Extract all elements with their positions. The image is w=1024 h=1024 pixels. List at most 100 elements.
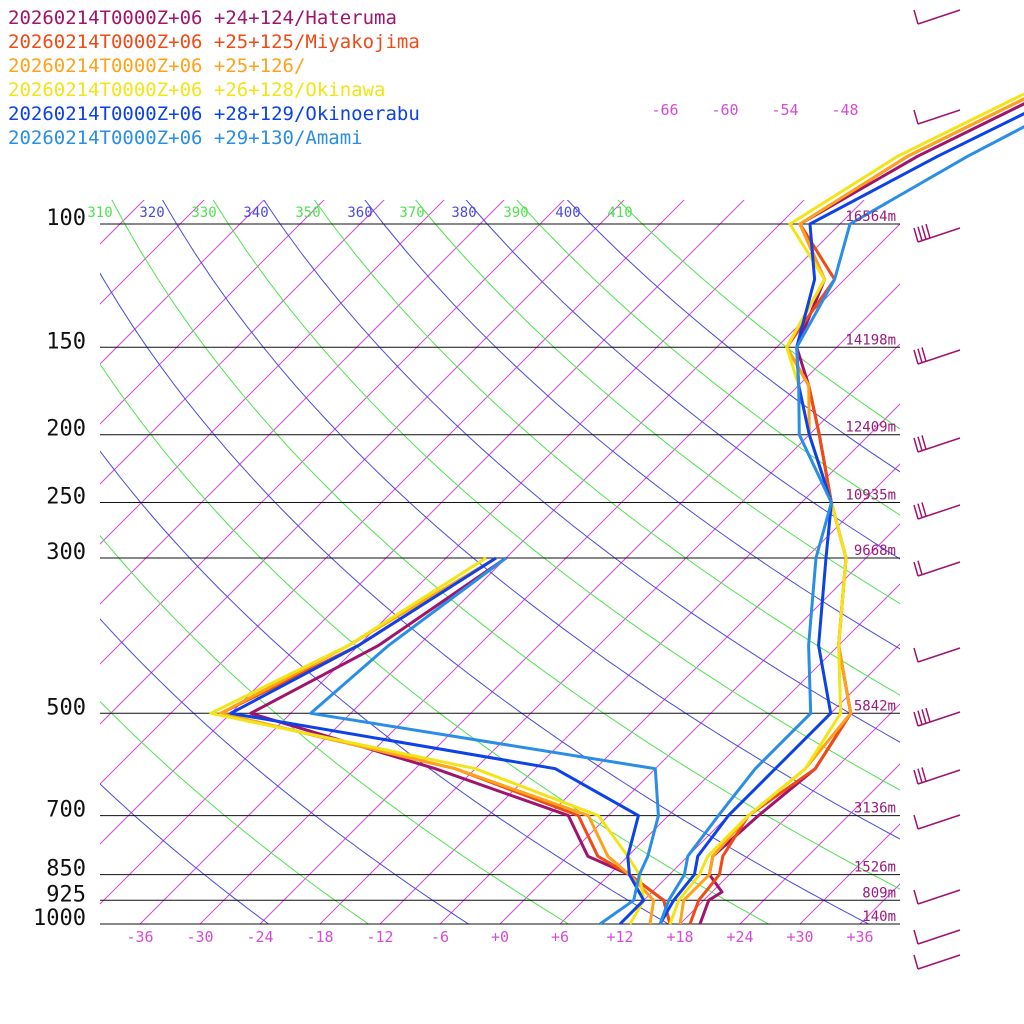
wind-barb-flag <box>925 707 931 723</box>
wind-barb-flag <box>913 109 919 125</box>
series-3-temperature-line <box>668 92 1024 925</box>
wind-barb-flag <box>913 769 919 785</box>
wind-barb-flag <box>921 502 927 517</box>
temp-tick--36: -36 <box>126 928 153 946</box>
wind-barb-flag <box>921 435 927 450</box>
pressure-label-100: 100 <box>46 206 86 231</box>
height-label-300: 9668m <box>854 543 896 559</box>
isotherm-line <box>0 192 32 924</box>
height-label-100: 16564m <box>845 209 896 225</box>
height-label-925: 809m <box>862 885 896 901</box>
wind-barb-flag <box>913 711 919 727</box>
wind-barb-staff <box>917 929 961 945</box>
wind-barb-flag <box>913 349 919 365</box>
height-label-250: 10935m <box>845 488 896 504</box>
series-5-temperature-line <box>658 125 1024 925</box>
theta-label-320: 320 <box>139 205 164 221</box>
wind-barb-icon <box>913 347 961 365</box>
isotherm-line <box>100 200 265 365</box>
dry-adiabat <box>161 200 900 840</box>
wind-barb-flag <box>913 504 919 520</box>
temp-tick-+18: +18 <box>666 928 693 946</box>
wind-barb-icon <box>913 223 961 243</box>
theta-label-310: 310 <box>87 205 112 221</box>
temp-tick--12: -12 <box>366 928 393 946</box>
wind-barb-icon <box>913 9 961 25</box>
dry-adiabat <box>100 618 470 924</box>
wind-barb-flag <box>917 710 923 725</box>
height-label-150: 14198m <box>845 332 896 348</box>
pressure-label-250: 250 <box>46 485 86 510</box>
pressure-label-500: 500 <box>46 695 86 720</box>
wind-barb-staff <box>917 711 961 727</box>
wind-barb-flag <box>913 227 919 243</box>
legend-entry-4: 20260214T0000Z+06 +28+129/Okinoerabu <box>8 103 420 125</box>
wind-barb-icon <box>913 707 961 727</box>
wind-barb-icon <box>913 929 961 945</box>
theta-label-350: 350 <box>295 205 320 221</box>
theta-label-390: 390 <box>503 205 528 221</box>
dry-adiabat <box>100 783 270 924</box>
wind-barb-flag <box>913 889 919 905</box>
legend-entry-0: 20260214T0000Z+06 +24+124/Hateruma <box>8 7 397 29</box>
isotherm-line <box>679 703 900 924</box>
wind-barb-flag <box>925 223 931 239</box>
wind-barb-flag <box>913 814 919 830</box>
series-4-temperature-line <box>658 112 1024 925</box>
pressure-label-700: 700 <box>46 798 86 823</box>
moist-adiabat <box>100 700 370 924</box>
wind-barb-flag <box>921 347 927 362</box>
legend-entry-2: 20260214T0000Z+06 +25+126/ <box>8 55 305 77</box>
temp-tick--30: -30 <box>186 928 213 946</box>
wind-barb-staff <box>917 109 961 125</box>
isotherm-line <box>100 200 445 545</box>
legend: 20260214T0000Z+06 +24+124/Hateruma 202602… <box>8 7 420 149</box>
wind-barb-staff <box>917 814 961 830</box>
temp-tick-+0: +0 <box>491 928 509 946</box>
wind-barb-icon <box>913 647 961 663</box>
wind-barb-staff <box>917 504 961 520</box>
wind-barb-flag <box>913 561 919 577</box>
dry-adiabat <box>566 200 900 473</box>
series-2-dewpoint-line <box>219 556 656 925</box>
wind-barb-flag <box>913 9 919 25</box>
theta-label-410: 410 <box>607 205 632 221</box>
wind-barb-staff <box>917 647 961 663</box>
theta-label-360: 360 <box>347 205 372 221</box>
series-1-dewpoint-line <box>219 556 672 925</box>
dry-adiabat <box>100 450 670 924</box>
series-4-dewpoint-line <box>229 556 646 926</box>
temp-tick-+12: +12 <box>606 928 633 946</box>
height-label-500: 5842m <box>854 698 896 714</box>
series-3-dewpoint-line <box>209 556 646 925</box>
wind-barb-staff <box>917 9 961 25</box>
theta-label-340: 340 <box>243 205 268 221</box>
temp-tick-+36: +36 <box>846 928 873 946</box>
wind-barbs <box>913 9 961 970</box>
wind-barb-flag <box>913 929 919 945</box>
wind-barb-flag <box>917 560 923 575</box>
wind-barb-icon <box>913 435 961 453</box>
temp-tick--6: -6 <box>431 928 449 946</box>
sounding-profiles <box>209 92 1024 926</box>
series-5-dewpoint-line <box>309 556 660 926</box>
wind-barb-icon <box>913 560 961 577</box>
pressure-label-925: 925 <box>46 882 86 907</box>
isotherm-line <box>559 583 900 924</box>
wind-barb-icon <box>913 889 961 905</box>
pressure-label-300: 300 <box>46 540 86 565</box>
theta-label-380: 380 <box>451 205 476 221</box>
wind-barb-flag <box>917 226 923 241</box>
wind-barb-flag <box>917 436 923 451</box>
mix-label--54: -54 <box>771 101 798 119</box>
isobar-lines <box>100 223 900 925</box>
series-0-dewpoint-line <box>249 556 672 925</box>
wind-barb-flag <box>917 348 923 363</box>
wind-barb-staff <box>917 954 961 970</box>
isotherm-line <box>100 200 325 425</box>
height-label-200: 12409m <box>845 420 896 436</box>
wind-barb-flag <box>917 503 923 518</box>
dry-adiabat <box>263 200 900 743</box>
